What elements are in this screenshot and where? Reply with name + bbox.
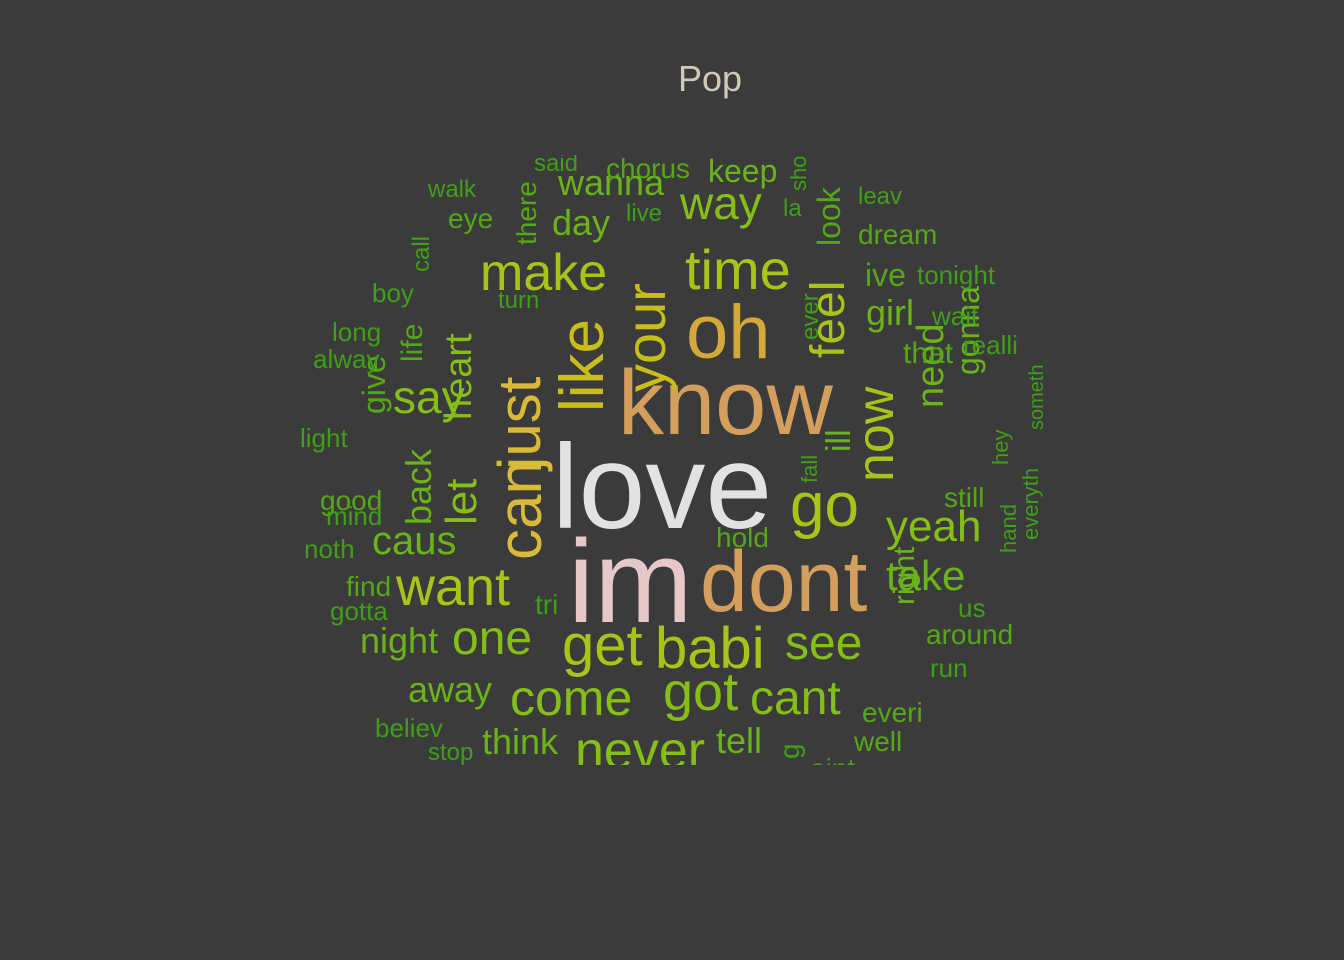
word-realli: realli: [963, 330, 1018, 360]
word-there: there: [511, 181, 542, 245]
word-love: love: [552, 420, 773, 554]
word-la: la: [783, 195, 802, 222]
word-aint: aint: [810, 755, 855, 766]
word-back: back: [398, 448, 439, 525]
word-sho: sho: [786, 155, 811, 191]
word-dream: dream: [858, 219, 938, 250]
word-call: call: [408, 235, 435, 272]
word-well: well: [854, 726, 903, 757]
word-hand: hand: [996, 504, 1021, 553]
word-can: can: [486, 460, 555, 560]
word-caus: caus: [372, 519, 457, 563]
word-fall: fall: [797, 454, 822, 483]
word-cant: cant: [750, 672, 841, 725]
word-everyth: everyth: [1018, 467, 1043, 540]
word-im: im: [568, 516, 693, 648]
word-tonight: tonight: [917, 260, 996, 290]
word-light: light: [300, 423, 348, 453]
word-girl: girl: [866, 292, 915, 333]
word-ill: ill: [820, 429, 858, 452]
word-say: say: [393, 371, 465, 423]
word-ive: ive: [865, 257, 906, 293]
word-one: one: [452, 612, 533, 665]
word-still: still: [944, 482, 985, 513]
word-leav: leav: [858, 183, 903, 210]
word-alway: alway: [313, 344, 380, 374]
word-your: your: [614, 283, 677, 392]
word-right: right: [888, 546, 921, 605]
word-someth: someth: [1026, 364, 1048, 430]
word-around: around: [926, 619, 1014, 650]
word-said: said: [534, 155, 579, 177]
word-like: like: [548, 318, 617, 412]
word-away: away: [408, 669, 493, 710]
word-tri: tri: [535, 589, 559, 620]
word-just: just: [486, 376, 553, 470]
word-got: got: [663, 662, 739, 722]
word-gotta: gotta: [330, 596, 388, 626]
word-get: get: [562, 613, 643, 678]
word-look: look: [811, 187, 847, 246]
word-g: g: [774, 743, 805, 759]
word-eye: eye: [448, 203, 494, 234]
word-cloud: love im know dont oh can just like your time get ba…: [290, 155, 1060, 765]
word-want: want: [396, 557, 511, 617]
word-find: find: [346, 571, 392, 602]
word-hey: hey: [988, 429, 1013, 465]
word-walk: walk: [428, 176, 477, 203]
word-know: know: [618, 352, 833, 454]
word-tell: tell: [716, 720, 763, 761]
word-run: run: [930, 653, 968, 683]
word-take: take: [886, 552, 966, 599]
word-see: see: [785, 617, 863, 670]
word-life: life: [396, 323, 429, 362]
chart-title: Pop: [677, 58, 743, 99]
word-boy: boy: [372, 278, 414, 308]
word-way: way: [680, 177, 762, 229]
word-dont: dont: [700, 534, 868, 630]
word-long: long: [332, 317, 382, 347]
word-wait: wait: [932, 301, 979, 331]
word-make: make: [480, 244, 608, 302]
word-go: go: [790, 471, 859, 540]
word-believ: believ: [375, 713, 443, 743]
word-stop: stop: [428, 739, 474, 765]
word-keep: keep: [708, 155, 778, 189]
word-us: us: [958, 593, 986, 623]
word-good: good: [320, 485, 383, 516]
word-time: time: [685, 238, 791, 301]
word-day: day: [552, 202, 611, 243]
word-never: never: [575, 722, 706, 765]
word-mind: mind: [326, 501, 383, 531]
word-oh: oh: [686, 290, 771, 375]
word-everi: everi: [862, 697, 923, 728]
word-live: live: [626, 200, 663, 227]
word-wanna: wanna: [558, 162, 665, 203]
word-yeah: yeah: [886, 502, 982, 551]
word-hold: hold: [716, 522, 769, 553]
word-ever: ever: [797, 293, 824, 340]
word-think: think: [482, 721, 559, 762]
word-noth: noth: [304, 534, 355, 564]
word-come: come: [510, 670, 633, 726]
word-that: that: [903, 337, 954, 370]
word-chorus: chorus: [606, 155, 691, 184]
word-night: night: [360, 620, 439, 661]
word-turn: turn: [498, 287, 540, 314]
word-babi: babi: [655, 616, 765, 681]
